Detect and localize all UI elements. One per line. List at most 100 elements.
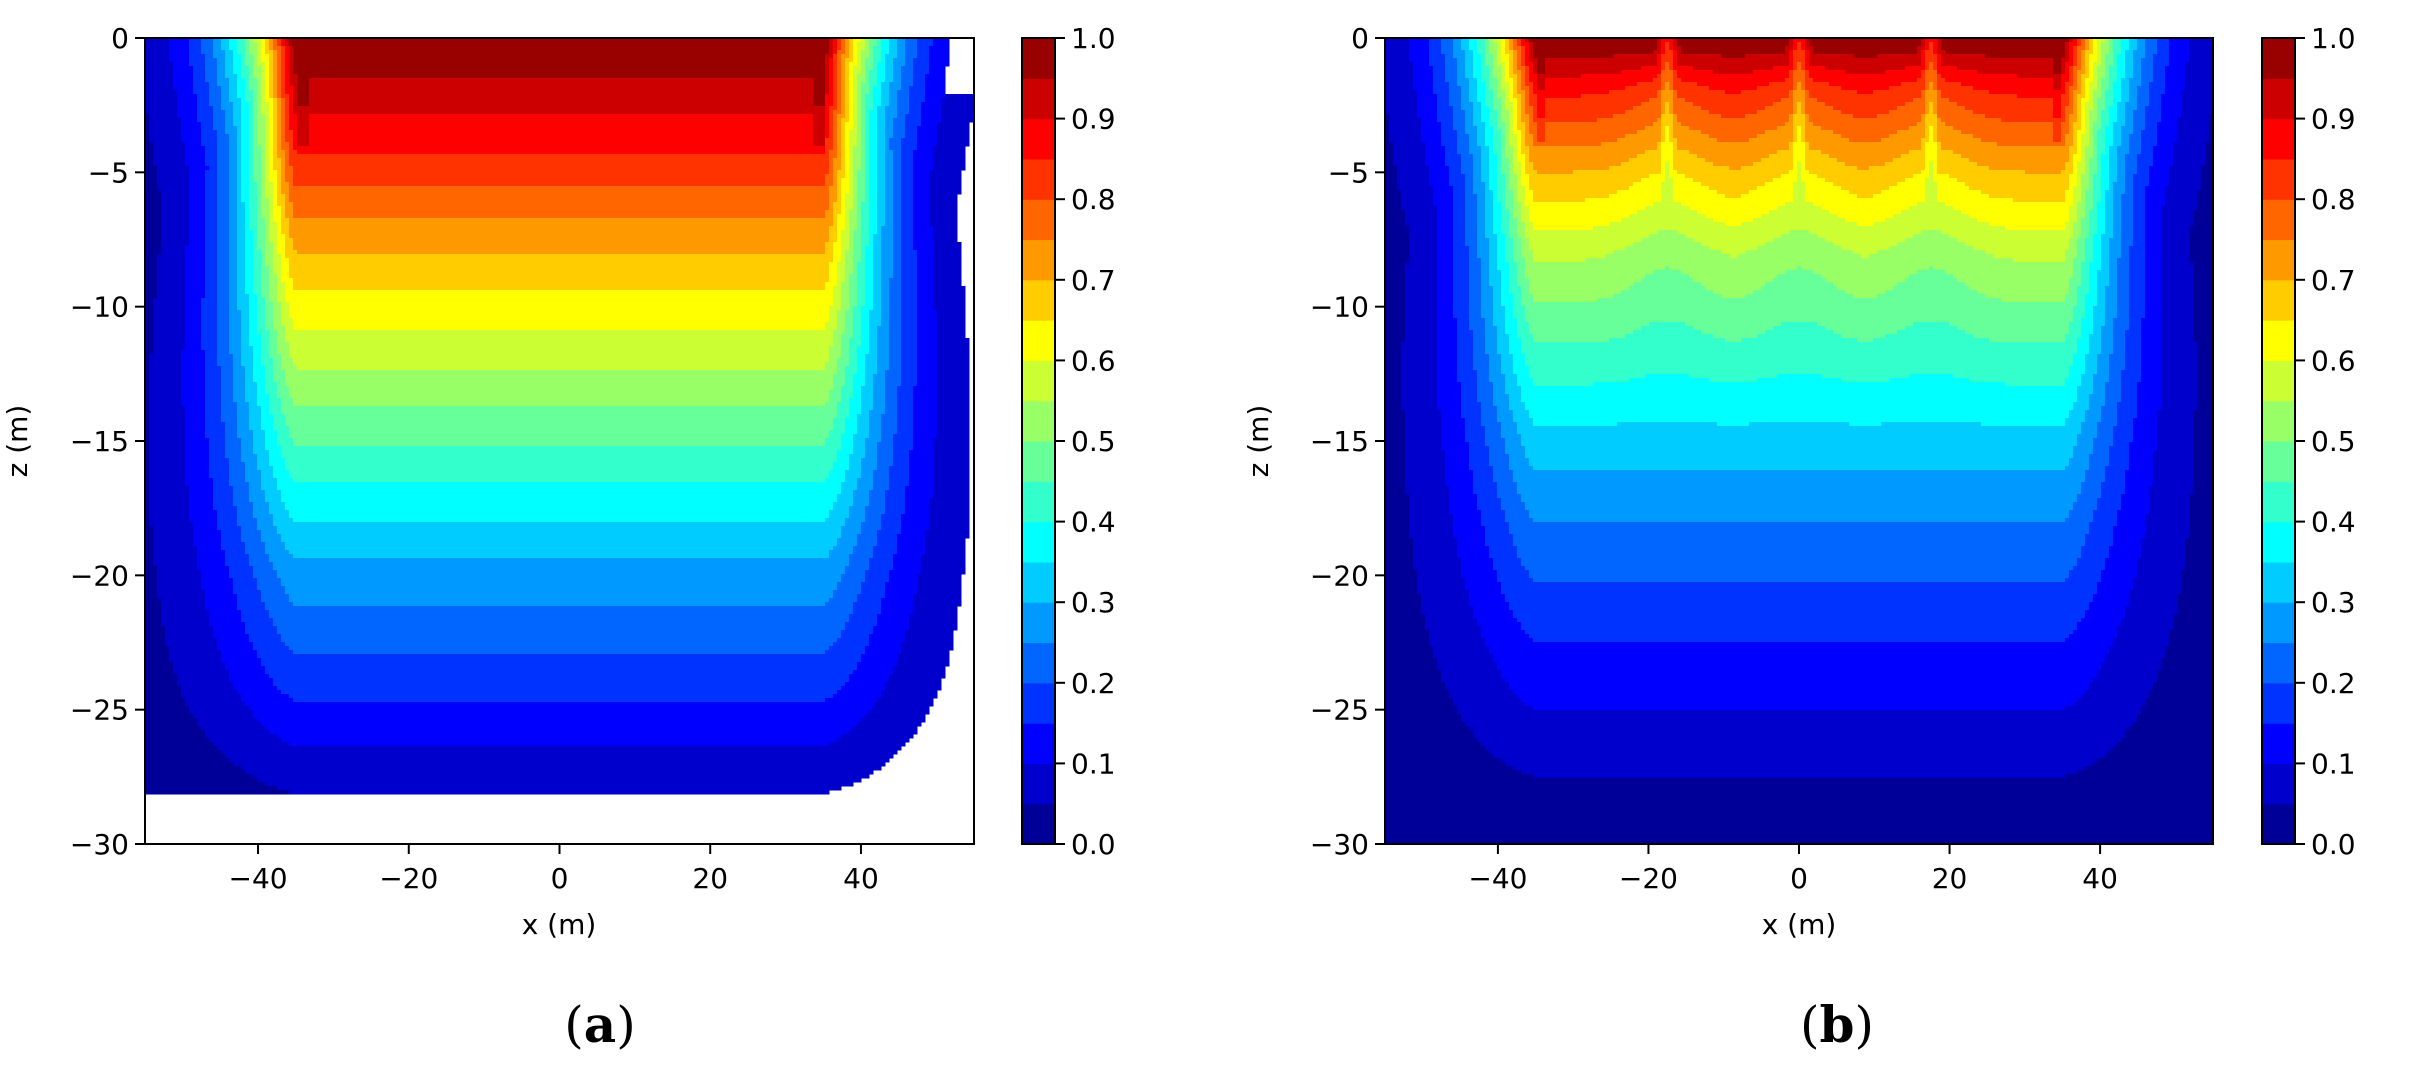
x-axis-label: x (m) bbox=[1762, 908, 1837, 941]
y-tick-label: −5 bbox=[88, 156, 129, 189]
colorbar-tick-label: 0.4 bbox=[1071, 506, 1116, 539]
y-tick-label: −30 bbox=[70, 828, 129, 861]
colorbar-level bbox=[1022, 78, 1055, 120]
colorbar-level bbox=[1022, 682, 1055, 724]
colorbar: 0.0 0.1 0.2 0.3 0.4 0.5 0.6 0.7 0.8 0.9 1.0 bbox=[2261, 22, 2356, 861]
panel-a-caption: (a) bbox=[540, 995, 660, 1054]
y-tick-label: −15 bbox=[1310, 425, 1369, 458]
colorbar-tick-label: 0.3 bbox=[1071, 586, 1116, 619]
colorbar-level bbox=[1022, 158, 1055, 200]
colorbar-level bbox=[1022, 38, 1055, 79]
colorbar-tick-label: 0.9 bbox=[2311, 103, 2356, 136]
x-tick-label: 40 bbox=[843, 862, 879, 895]
colorbar-tick-label: 0.6 bbox=[1071, 344, 1116, 377]
contour-field bbox=[1385, 38, 2213, 844]
x-tick-label: 0 bbox=[1790, 862, 1808, 895]
colorbar-level bbox=[1022, 360, 1055, 402]
y-tick-label: −20 bbox=[1310, 559, 1369, 592]
colorbar-level bbox=[1022, 320, 1055, 361]
x-tick-label: 0 bbox=[551, 862, 569, 895]
colorbar-tick-label: 1.0 bbox=[2311, 22, 2356, 55]
caption-open-paren: ( bbox=[564, 996, 584, 1054]
y-tick-label: −20 bbox=[70, 559, 129, 592]
colorbar-tick-label: 0.3 bbox=[2311, 586, 2356, 619]
colorbar-level bbox=[2262, 723, 2295, 764]
colorbar-level bbox=[2262, 441, 2295, 482]
colorbar-level bbox=[1022, 279, 1055, 321]
caption-letter: b bbox=[1819, 995, 1855, 1054]
y-tick-label: 0 bbox=[111, 22, 129, 55]
colorbar-tick-label: 0.0 bbox=[2311, 828, 2356, 861]
colorbar-tick-label: 0.5 bbox=[1071, 425, 1116, 458]
caption-open-paren: ( bbox=[1800, 996, 1820, 1054]
colorbar-tick-label: 0.5 bbox=[2311, 425, 2356, 458]
contour-field bbox=[145, 38, 974, 795]
colorbar-level bbox=[2262, 521, 2295, 563]
colorbar-level bbox=[2262, 360, 2295, 402]
colorbar-level bbox=[1022, 642, 1055, 684]
colorbar-level bbox=[2262, 239, 2295, 281]
colorbar-tick-label: 0.8 bbox=[2311, 183, 2356, 216]
colorbar-level bbox=[2262, 763, 2295, 805]
colorbar-tick-label: 0.1 bbox=[1071, 747, 1116, 780]
colorbar-tick-label: 0.4 bbox=[2311, 506, 2356, 539]
colorbar-level bbox=[2262, 320, 2295, 361]
y-tick-label: −25 bbox=[70, 694, 129, 727]
colorbar-tick-label: 0.8 bbox=[1071, 183, 1116, 216]
colorbar-level bbox=[1022, 199, 1055, 241]
colorbar-level bbox=[2262, 561, 2295, 603]
x-tick-label: 20 bbox=[692, 862, 728, 895]
colorbar-level bbox=[1022, 803, 1055, 845]
x-axis-label: x (m) bbox=[522, 908, 597, 941]
colorbar-level bbox=[1022, 441, 1055, 482]
colorbar-tick-label: 0.2 bbox=[2311, 667, 2356, 700]
colorbar-level bbox=[2262, 481, 2295, 523]
colorbar-level bbox=[1022, 521, 1055, 563]
colorbar-level bbox=[1022, 763, 1055, 805]
colorbar-tick-label: 0.6 bbox=[2311, 344, 2356, 377]
x-tick-label: 40 bbox=[2082, 862, 2118, 895]
y-tick-label: −25 bbox=[1310, 694, 1369, 727]
caption-letter: a bbox=[583, 995, 617, 1054]
x-tick-label: −20 bbox=[1619, 862, 1678, 895]
panel-b: −40 −20 0 20 40 0 −5 −10 −15 −20 −25 −30 x (m) z (m) 0… bbox=[1242, 22, 2356, 941]
colorbar-level bbox=[2262, 199, 2295, 241]
y-tick-label: −30 bbox=[1310, 828, 1369, 861]
colorbar-level bbox=[2262, 682, 2295, 724]
x-tick-label: −20 bbox=[379, 862, 438, 895]
colorbar: 0.0 0.1 0.2 0.3 0.4 0.5 0.6 0.7 0.8 0.9 1.0 bbox=[1021, 22, 1116, 861]
colorbar-level bbox=[2262, 642, 2295, 684]
colorbar-tick-label: 0.7 bbox=[1071, 264, 1116, 297]
colorbar-tick-label: 1.0 bbox=[1071, 22, 1116, 55]
y-tick-label: −10 bbox=[1310, 291, 1369, 324]
panel-a: −40 −20 0 20 40 0 −5 −10 −15 −20 −25 −30 x (m) z (m) 0… bbox=[1, 22, 1116, 941]
x-tick-label: 20 bbox=[1932, 862, 1968, 895]
colorbar-level bbox=[1022, 118, 1055, 160]
colorbar-level bbox=[1022, 602, 1055, 644]
colorbar-level bbox=[2262, 158, 2295, 200]
colorbar-tick-label: 0.1 bbox=[2311, 747, 2356, 780]
y-axis-label: z (m) bbox=[1242, 405, 1275, 478]
x-tick-label: −40 bbox=[1468, 862, 1527, 895]
colorbar-tick-label: 0.2 bbox=[1071, 667, 1116, 700]
y-tick-label: −5 bbox=[1328, 156, 1369, 189]
colorbar-level bbox=[1022, 723, 1055, 764]
caption-close-paren: ) bbox=[1854, 996, 1874, 1054]
colorbar-level bbox=[2262, 602, 2295, 644]
colorbar-tick-label: 0.7 bbox=[2311, 264, 2356, 297]
x-tick-label: −40 bbox=[228, 862, 287, 895]
colorbar-level bbox=[2262, 400, 2295, 442]
y-tick-label: −10 bbox=[70, 291, 129, 324]
colorbar-level bbox=[2262, 78, 2295, 120]
colorbar-level bbox=[2262, 279, 2295, 321]
colorbar-level bbox=[2262, 118, 2295, 160]
colorbar-level bbox=[1022, 239, 1055, 281]
y-axis-label: z (m) bbox=[1, 405, 34, 478]
caption-close-paren: ) bbox=[616, 996, 636, 1054]
colorbar-level bbox=[1022, 400, 1055, 442]
colorbar-level bbox=[2262, 803, 2295, 845]
colorbar-level bbox=[1022, 481, 1055, 523]
colorbar-tick-label: 0.9 bbox=[1071, 103, 1116, 136]
y-tick-label: −15 bbox=[70, 425, 129, 458]
